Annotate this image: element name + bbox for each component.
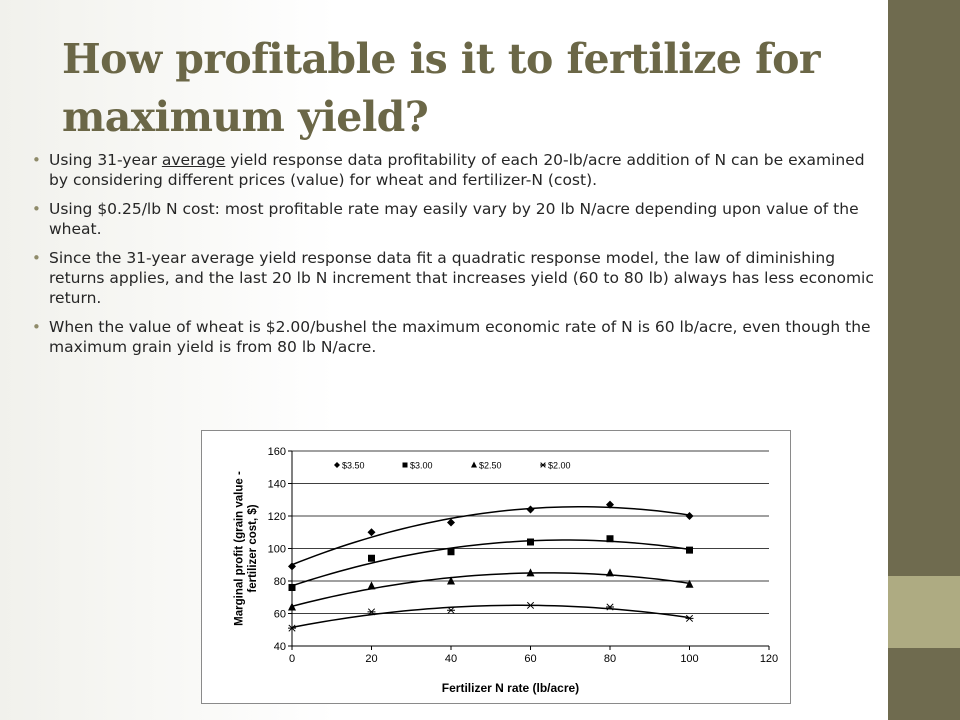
legend-label: $2.50 — [479, 461, 502, 471]
legend-label: $3.00 — [410, 461, 433, 471]
data-point — [685, 579, 694, 588]
data-point — [685, 614, 694, 622]
data-point — [526, 601, 535, 609]
side-accent — [888, 576, 960, 648]
trendline — [291, 604, 690, 629]
data-point — [526, 568, 535, 577]
bullet-item: • Since the 31-year average yield respons… — [32, 249, 874, 307]
y-tick-label: 80 — [274, 576, 286, 588]
y-tick-label: 40 — [274, 641, 286, 653]
x-axis-label: Fertilizer N rate (lb/acre) — [442, 681, 579, 695]
data-point — [686, 546, 693, 554]
x-tick-label: 0 — [289, 653, 295, 665]
data-point — [447, 518, 455, 527]
slide-title: How profitable is it to fertilize for ma… — [62, 35, 820, 141]
y-tick-label: 100 — [268, 544, 286, 556]
data-point — [685, 512, 694, 520]
data-point — [288, 584, 296, 591]
data-point — [606, 568, 614, 577]
data-point — [288, 562, 296, 571]
data-point — [606, 535, 614, 543]
trendline — [291, 572, 690, 608]
x-tick-label: 20 — [365, 653, 377, 665]
legend-label: $3.50 — [342, 461, 365, 471]
data-point — [447, 548, 455, 556]
x-tick-label: 100 — [680, 653, 698, 665]
data-point — [606, 603, 614, 611]
data-point — [368, 554, 375, 562]
legend-marker — [402, 462, 408, 468]
trendline — [291, 539, 690, 587]
data-point — [527, 538, 534, 546]
x-tick-label: 120 — [760, 653, 778, 665]
data-point — [288, 602, 296, 611]
chart: 40 60 80 100 120 140 160 0 20 40 60 80 100 120 Fertili… — [201, 430, 791, 704]
y-axis-label: Marginal profit (grain value - fertilizer… — [233, 471, 259, 626]
data-point — [367, 528, 376, 537]
chart-svg: 40 60 80 100 120 140 160 0 20 40 60 80 100 120 Fertili… — [233, 446, 778, 695]
data-point — [367, 581, 376, 590]
bullet-dot-icon: • — [32, 200, 41, 218]
data-point — [606, 500, 614, 509]
data-point — [367, 608, 376, 616]
y-tick-label: 160 — [268, 446, 286, 458]
data-point — [447, 606, 455, 614]
underlined-word: average — [161, 151, 226, 169]
x-tick-label: 40 — [445, 653, 457, 665]
legend-label: $2.00 — [548, 461, 571, 471]
legend-marker — [540, 462, 546, 468]
x-tick-label: 80 — [604, 653, 616, 665]
bullet-dot-icon: • — [32, 318, 41, 336]
y-tick-label: 140 — [268, 479, 286, 491]
x-tick-label: 60 — [524, 653, 536, 665]
legend-marker — [334, 462, 340, 468]
bullet-dot-icon: • — [32, 151, 41, 169]
data-point — [526, 505, 535, 514]
y-tick-label: 60 — [274, 609, 286, 621]
bullet-dot-icon: • — [32, 249, 41, 267]
y-tick-label: 120 — [268, 511, 286, 523]
legend-marker — [471, 461, 477, 468]
bullet-item: • When the value of wheat is $2.00/bushel… — [32, 318, 871, 356]
data-point — [288, 624, 296, 632]
bullet-list: • Using 31-year average yield response da… — [32, 150, 882, 366]
data-point — [447, 576, 455, 585]
bullet-item: • Using 31-year average yield response da… — [32, 151, 865, 189]
trendline — [291, 505, 690, 566]
bullet-item: • Using $0.25/lb N cost: most profitable … — [32, 200, 859, 238]
